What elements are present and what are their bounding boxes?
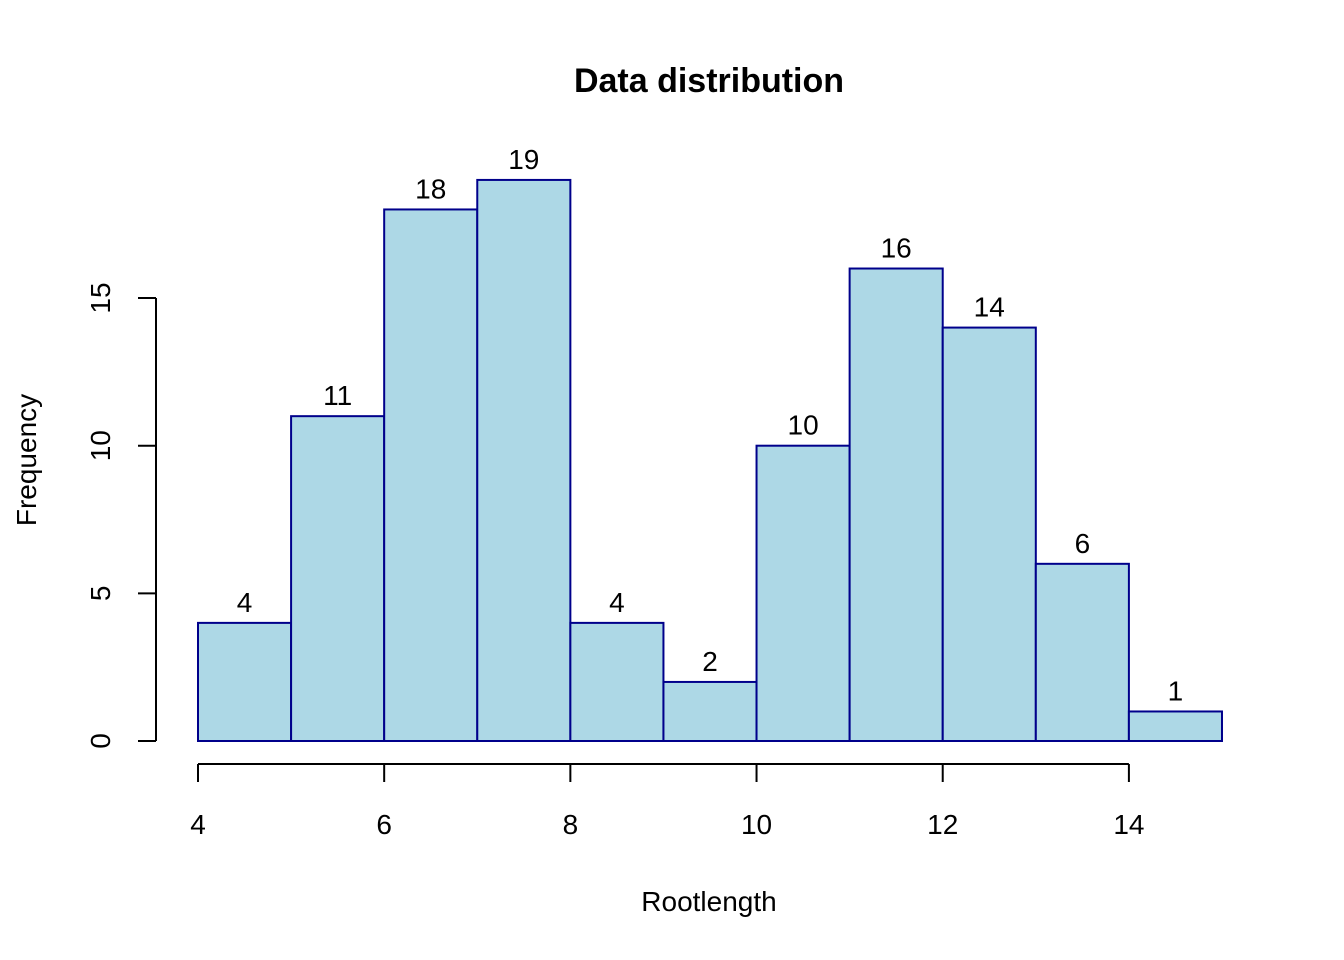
bar-data-label: 11 [323, 380, 352, 411]
y-tick-label: 15 [85, 282, 116, 313]
y-axis: 0 5 10 15 [85, 282, 157, 749]
bar-data-label: 16 [881, 233, 912, 264]
bar-data-label: 4 [609, 587, 625, 618]
x-tick-label: 4 [190, 809, 206, 840]
x-tick-label: 8 [563, 809, 579, 840]
histogram-bar [290, 415, 386, 742]
y-tick-label: 10 [85, 430, 116, 461]
bar-data-label: 14 [974, 292, 1005, 323]
histogram-bar [476, 178, 572, 742]
x-tick-label: 10 [741, 809, 772, 840]
histogram-bar [1127, 710, 1223, 742]
bars-group [197, 178, 1223, 743]
y-tick-label: 5 [85, 586, 116, 602]
histogram-bar [569, 621, 665, 743]
bar-data-label: 18 [415, 173, 446, 204]
bar-data-label: 1 [1168, 675, 1184, 706]
y-tick-label: 0 [85, 733, 116, 749]
bar-data-label: 19 [508, 144, 539, 175]
x-tick-label: 12 [927, 809, 958, 840]
histogram-bar [662, 680, 758, 743]
histogram-bar [848, 267, 944, 742]
histogram-bar [755, 444, 851, 742]
histogram-bar [383, 208, 479, 742]
bar-labels-group: 4 11 18 19 4 2 10 16 14 6 1 [237, 144, 1183, 707]
x-tick-label: 14 [1113, 809, 1144, 840]
histogram-bar [197, 621, 293, 743]
histogram-bar [1034, 562, 1130, 742]
x-axis-label: Rootlength [641, 886, 776, 917]
bar-data-label: 2 [702, 646, 718, 677]
x-axis: 4 6 8 10 12 14 [190, 763, 1144, 840]
histogram-bar [941, 326, 1037, 742]
y-axis-label: Frequency [11, 394, 42, 526]
bar-data-label: 4 [237, 587, 253, 618]
bar-data-label: 6 [1075, 528, 1091, 559]
x-tick-label: 6 [376, 809, 392, 840]
bar-data-label: 10 [788, 410, 819, 441]
chart-title: Data distribution [574, 62, 844, 100]
